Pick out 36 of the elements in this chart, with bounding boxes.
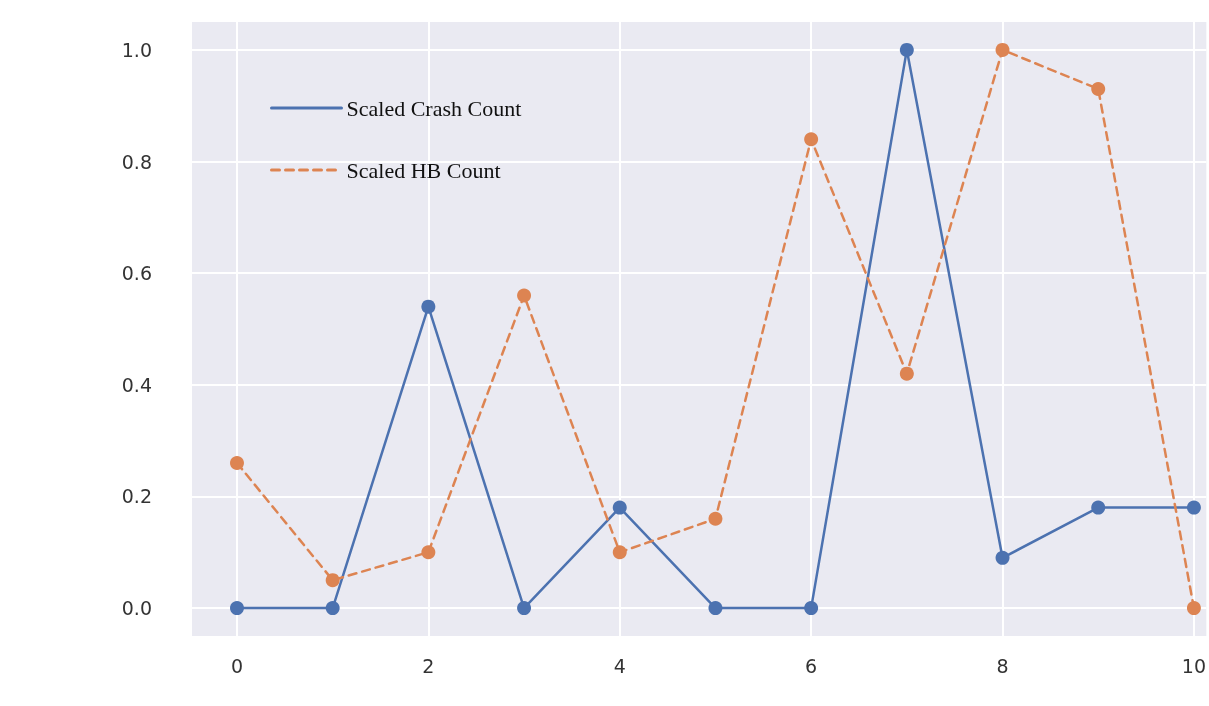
legend-label: Scaled HB Count — [346, 157, 501, 183]
point — [229, 601, 244, 616]
point — [1091, 81, 1106, 96]
y-tick-label: 0.8 — [121, 150, 152, 173]
x-tick-label: 8 — [996, 654, 1009, 677]
point — [517, 288, 532, 303]
y-tick-label: 0.2 — [121, 485, 152, 508]
y-tick-label: 0.4 — [121, 373, 152, 396]
legend-label: Scaled Crash Count — [346, 95, 522, 121]
point — [899, 366, 914, 381]
point — [421, 299, 436, 314]
point — [1091, 500, 1106, 515]
point — [421, 545, 436, 560]
x-tick-label: 2 — [422, 654, 435, 677]
point — [229, 455, 244, 470]
point — [995, 42, 1010, 57]
point — [612, 545, 627, 560]
point — [708, 601, 723, 616]
x-tick-label: 6 — [805, 654, 818, 677]
point — [325, 601, 340, 616]
y-tick-label: 0.6 — [121, 262, 152, 285]
point — [708, 511, 723, 526]
point — [804, 601, 819, 616]
point — [1186, 500, 1201, 515]
x-tick-label: 0 — [230, 654, 244, 677]
point — [1186, 601, 1201, 616]
point — [517, 601, 532, 616]
point — [899, 42, 914, 57]
x-tick-label: 10 — [1181, 654, 1207, 677]
point — [612, 500, 627, 515]
point — [325, 573, 340, 588]
x-tick-label: 4 — [613, 654, 626, 677]
y-tick-label: 0.0 — [121, 597, 152, 620]
point — [995, 550, 1010, 565]
y-tick-label: 1.0 — [121, 38, 152, 61]
point — [804, 132, 819, 147]
